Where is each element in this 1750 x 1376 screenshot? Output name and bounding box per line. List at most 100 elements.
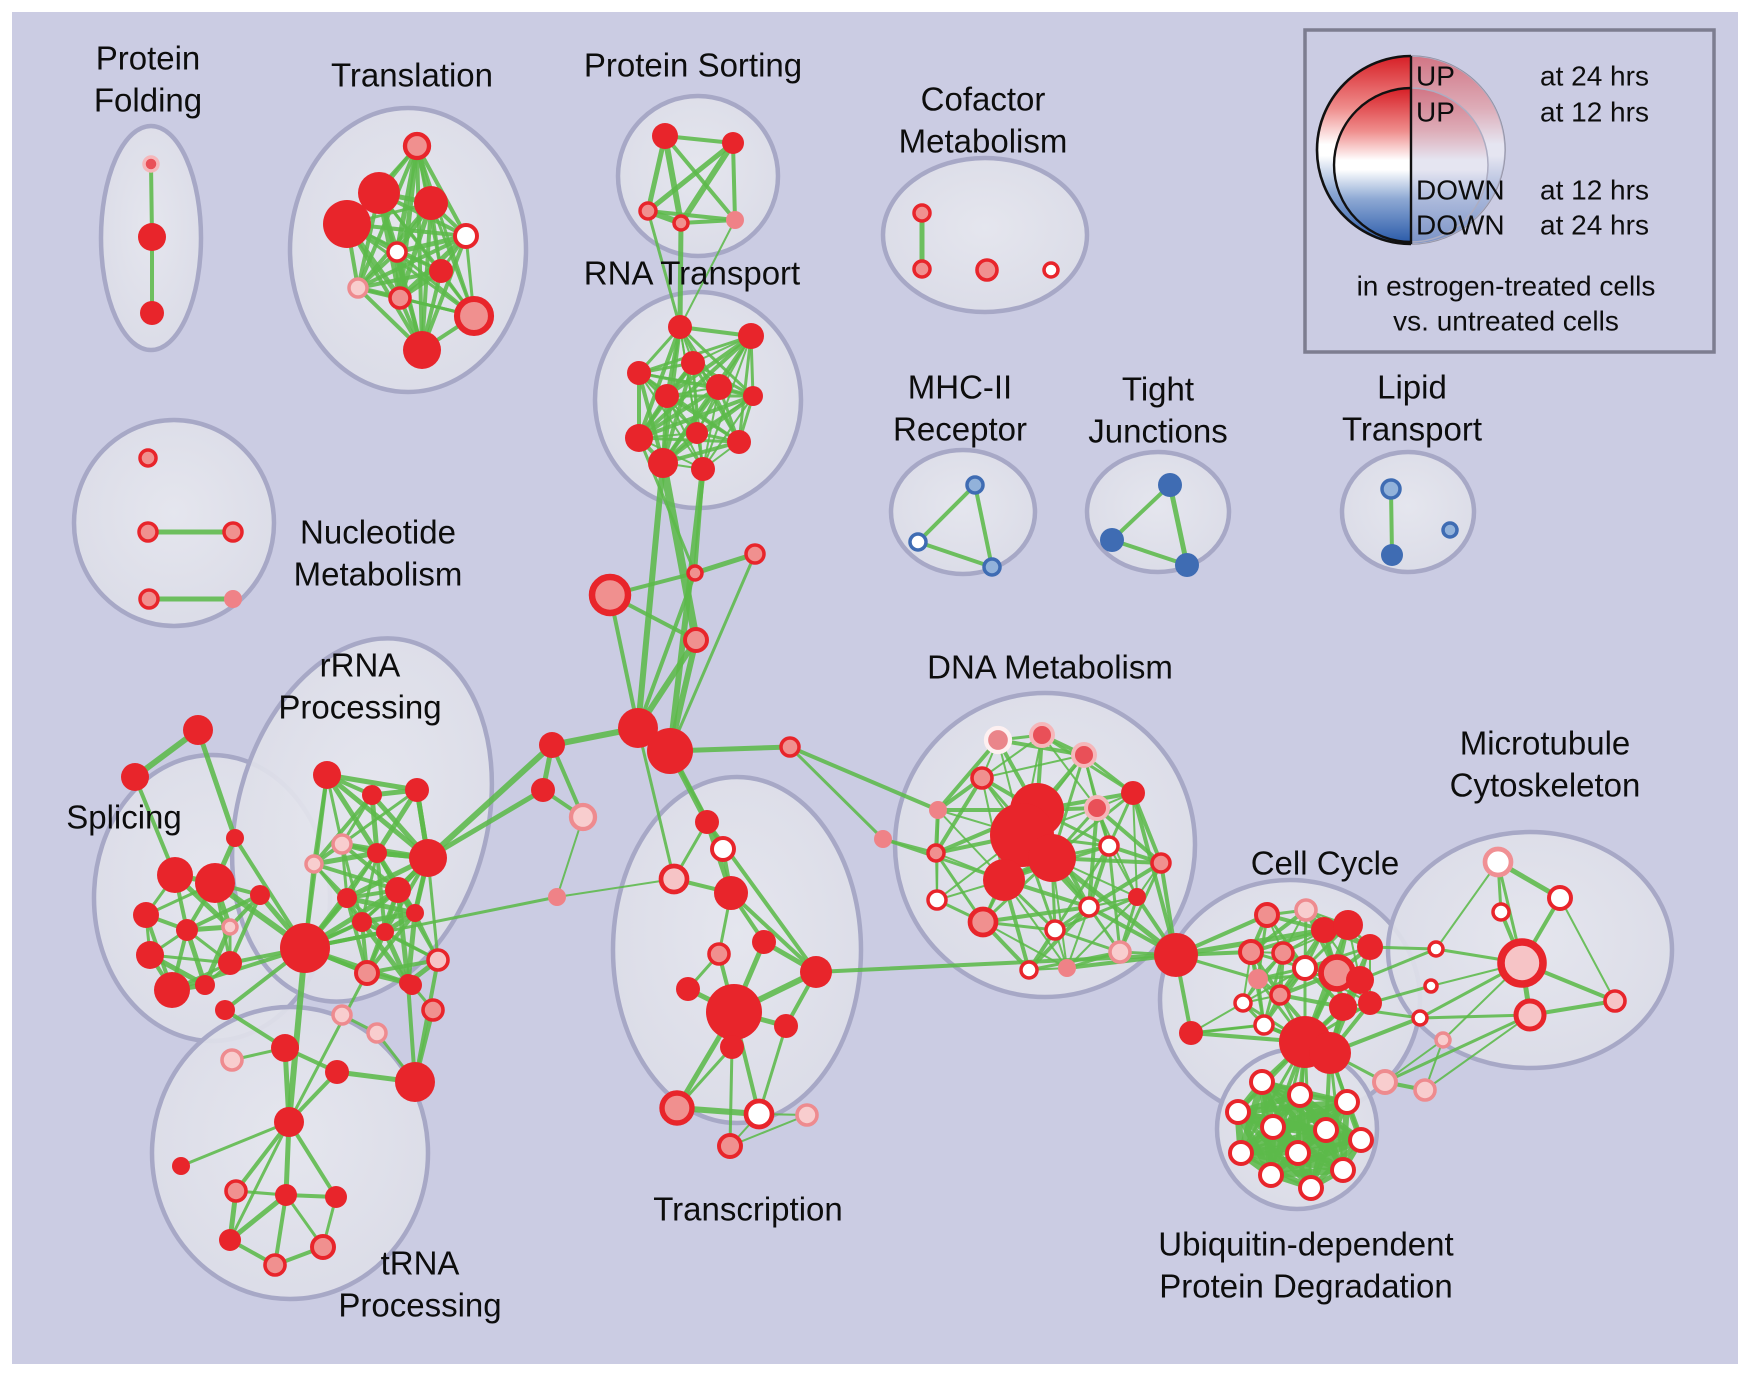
gene-node <box>720 1035 744 1059</box>
gene-node <box>172 1157 190 1175</box>
gene-node <box>618 708 658 748</box>
cluster-protein-folding-label: Folding <box>94 82 202 119</box>
edge <box>646 209 682 329</box>
edge <box>1189 1023 1266 1035</box>
legend-direction-label: DOWN <box>1416 209 1505 240</box>
edge <box>737 334 753 444</box>
gene-node <box>403 331 441 369</box>
gene-node <box>140 301 164 325</box>
cluster-rna-transport-label: RNA Transport <box>584 255 800 292</box>
gene-node <box>421 998 445 1022</box>
edge <box>1110 538 1189 567</box>
gene-node <box>668 315 692 339</box>
gene-node <box>224 590 242 608</box>
gene-node <box>929 801 947 819</box>
edge <box>374 787 420 856</box>
gene-node <box>727 430 751 454</box>
gene-node <box>1225 1099 1251 1125</box>
gene-node <box>625 424 653 452</box>
gene-node <box>385 877 411 903</box>
edge <box>273 1193 288 1267</box>
gene-node <box>154 972 190 1008</box>
gene-node <box>1482 846 1514 878</box>
gene-node <box>402 131 432 161</box>
edge <box>556 878 675 898</box>
gene-node <box>1108 940 1132 964</box>
cluster-rrna-processing-label: rRNA <box>320 647 401 684</box>
cluster-cofactor-metabolism-label: Metabolism <box>899 123 1068 160</box>
gene-node <box>672 214 690 232</box>
edge <box>788 745 940 812</box>
gene-node <box>1372 1069 1398 1095</box>
gene-node <box>138 448 158 468</box>
legend-outer-left-arc <box>1315 54 1412 246</box>
gene-node <box>1029 722 1055 748</box>
edge <box>1110 483 1172 542</box>
edge <box>702 335 752 470</box>
gene-node <box>429 259 453 283</box>
edge <box>1053 844 1111 932</box>
edge <box>179 1120 291 1168</box>
gene-node <box>220 1048 244 1072</box>
gene-node <box>1603 989 1627 1013</box>
gene-node <box>1044 919 1066 941</box>
cluster-translation-label: Translation <box>331 57 493 94</box>
gene-node <box>331 833 353 855</box>
gene-node <box>627 361 651 385</box>
edge <box>425 787 546 861</box>
gene-node <box>1411 1009 1429 1027</box>
gene-node <box>1071 742 1097 768</box>
gene-node <box>1346 966 1374 994</box>
gene-node <box>136 941 164 969</box>
edge <box>1435 861 1499 950</box>
gene-node <box>800 956 832 988</box>
gene-node <box>912 203 932 223</box>
cluster-protein-sorting-label: Protein Sorting <box>584 47 802 84</box>
edge <box>679 218 737 225</box>
gene-node <box>1233 993 1253 1013</box>
gene-node <box>695 810 719 834</box>
cluster-lipid-transport-ellipse <box>1339 449 1477 575</box>
cluster-ubiquitin-degradation-label: Protein Degradation <box>1159 1268 1453 1305</box>
edge <box>645 140 736 214</box>
edge <box>324 772 420 793</box>
edge <box>202 924 233 988</box>
gene-node <box>219 1229 241 1251</box>
gene-node <box>337 888 357 908</box>
edge <box>345 222 424 352</box>
gene-node <box>215 1000 235 1020</box>
gene-node <box>1285 1140 1311 1166</box>
gene-node <box>1497 938 1547 988</box>
cluster-trna-processing-label: tRNA <box>381 1245 460 1282</box>
gene-node <box>965 475 985 495</box>
gene-node <box>1253 1014 1275 1036</box>
edge <box>679 219 736 328</box>
edge <box>1383 1013 1532 1084</box>
gene-node <box>271 1034 299 1062</box>
gene-node <box>779 736 801 758</box>
gene-node <box>926 843 946 863</box>
edge <box>1424 1014 1531 1091</box>
edge <box>881 837 1006 882</box>
gene-node <box>347 277 369 299</box>
edge <box>729 891 818 974</box>
gene-node <box>157 857 193 893</box>
gene-node <box>280 923 330 973</box>
edge <box>312 862 400 892</box>
gene-node <box>395 1062 435 1102</box>
gene-node <box>1098 835 1120 857</box>
gene-node <box>1228 1140 1254 1166</box>
gene-node <box>1441 521 1459 539</box>
gene-node <box>1311 917 1337 943</box>
gene-node <box>706 984 762 1040</box>
gene-node <box>1150 852 1172 874</box>
gene-node <box>1294 898 1318 922</box>
gene-node <box>1154 933 1198 977</box>
cluster-nucleotide-metabolism-ellipse <box>71 417 277 629</box>
gene-node <box>548 888 566 906</box>
edge <box>981 905 1091 924</box>
gene-node <box>195 975 215 995</box>
gene-node <box>1513 998 1547 1032</box>
gene-node <box>714 876 748 910</box>
